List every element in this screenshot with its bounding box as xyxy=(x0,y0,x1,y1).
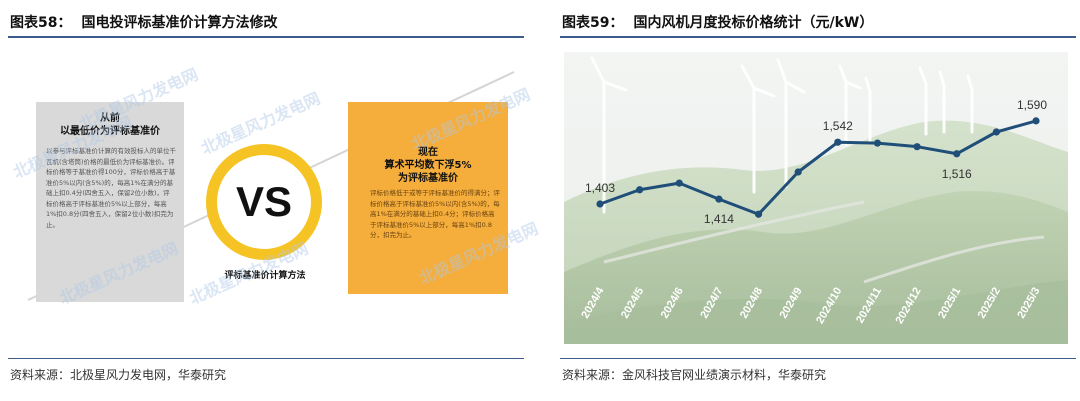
right-figure-title-text: 国内风机月度投标价格统计（元/kW） xyxy=(633,15,874,31)
right-figure-source: 资料来源：金风科技官网业绩演示材料，华泰研究 xyxy=(562,368,827,382)
vs-badge: VS xyxy=(206,144,322,260)
data-point xyxy=(992,128,1000,136)
after-method-heading: 现在 算术平均数下浮5% 为评标基准价 xyxy=(384,147,472,184)
method-caption: 评标基准价计算方法 xyxy=(224,271,306,281)
x-tick-label: 2024/9 xyxy=(778,286,805,321)
right-source-rule xyxy=(560,358,1076,359)
left-figure-title-text: 国电投评标基准价计算方法修改 xyxy=(81,15,278,31)
after-method-description: 评标价格低于或等于评标基准价的得满分；评标价格高于评标基准价5%以内(含5%)的… xyxy=(370,189,500,239)
bid-method-diagram: 从前 以最低价为评标基准价 以参与评标基准价计算的有效投标人的单位千瓦机(含塔筒… xyxy=(10,50,541,350)
data-point xyxy=(794,168,802,176)
data-point xyxy=(873,139,882,147)
right-figure-panel: 图表59： 国内风机月度投标价格统计（元/kW） xyxy=(552,0,1080,401)
left-figure-panel: 图表58： 国电投评标基准价计算方法修改 从前 以最低价为评标基准价 以参与评标基… xyxy=(0,0,541,401)
data-point xyxy=(834,138,842,146)
data-point xyxy=(754,210,763,218)
x-tick-label: 2024/5 xyxy=(619,286,646,321)
data-point xyxy=(1032,117,1040,125)
series-line xyxy=(599,119,1037,216)
x-tick-label: 2024/7 xyxy=(698,286,725,321)
wind-farm-background xyxy=(564,52,1068,344)
data-label: 1,403 xyxy=(585,181,615,195)
x-tick-label: 2024/12 xyxy=(893,286,923,326)
data-point xyxy=(636,186,644,194)
data-point xyxy=(953,150,961,158)
left-title-rule xyxy=(8,36,524,38)
x-tick-label: 2025/2 xyxy=(976,286,1003,321)
left-figure-number: 图表58： xyxy=(10,15,72,31)
after-method-box: 现在 算术平均数下浮5% 为评标基准价 评标价格低于或等于评标基准价的得满分；评… xyxy=(348,102,508,294)
x-tick-label: 2024/6 xyxy=(659,286,686,321)
data-label: 1,542 xyxy=(823,119,853,133)
x-tick-label: 2024/8 xyxy=(738,286,765,321)
left-figure-source: 资料来源：北极星风力发电网，华泰研究 xyxy=(10,368,227,382)
x-tick-label: 2025/3 xyxy=(1015,286,1042,321)
data-point xyxy=(913,143,921,151)
x-tick-label: 2025/1 xyxy=(936,286,963,321)
before-method-description: 以参与评标基准价计算的有效投标人的单位千瓦机(含塔筒)价格的最低价为评标基准价。… xyxy=(46,147,176,229)
data-label: 1,590 xyxy=(1017,98,1047,112)
data-point xyxy=(675,179,683,187)
price-line-chart: 1,403 1,414 1,542 1,516 1,590 2024/4 2024/5 202… xyxy=(579,98,1047,326)
bid-price-chart: 1,403 1,414 1,542 1,516 1,590 2024/4 2024/5 202… xyxy=(564,52,1068,344)
right-figure-title: 图表59： 国内风机月度投标价格统计（元/kW） xyxy=(562,12,873,32)
x-tick-label: 2024/4 xyxy=(579,285,607,321)
before-method-box: 从前 以最低价为评标基准价 以参与评标基准价计算的有效投标人的单位千瓦机(含塔筒… xyxy=(36,102,184,302)
vs-label: VS xyxy=(235,178,293,225)
x-tick-label: 2024/11 xyxy=(854,286,884,326)
before-method-heading: 从前 以最低价为评标基准价 xyxy=(60,113,160,137)
right-title-rule xyxy=(560,36,1076,38)
data-point xyxy=(715,195,723,203)
left-source-rule xyxy=(8,358,524,359)
right-figure-number: 图表59： xyxy=(562,15,624,31)
data-label: 1,414 xyxy=(704,212,734,226)
x-tick-label: 2024/10 xyxy=(814,286,844,326)
left-figure-title: 图表58： 国电投评标基准价计算方法修改 xyxy=(10,12,277,32)
data-label: 1,516 xyxy=(942,167,972,181)
data-point xyxy=(596,200,604,208)
